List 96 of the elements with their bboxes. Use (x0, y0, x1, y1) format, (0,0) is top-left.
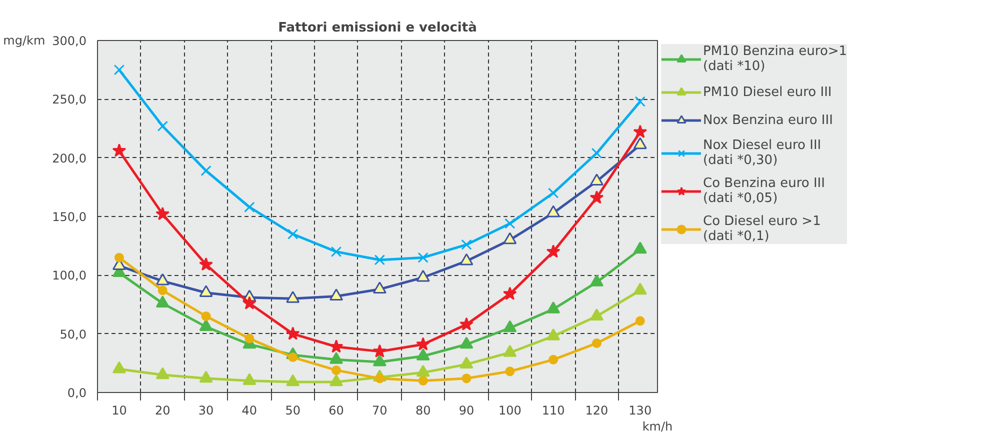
y-axis-title: mg/km (3, 34, 46, 48)
point (635, 316, 645, 326)
point (633, 282, 647, 295)
point (330, 352, 344, 364)
point (548, 188, 559, 198)
point (416, 364, 430, 377)
x-tick-label: 20 (154, 404, 170, 418)
legend-label: Nox Diesel euro III (dati *0,30) (703, 138, 822, 168)
point (156, 367, 170, 380)
point (242, 296, 256, 310)
x-tick-label: 10 (112, 404, 127, 418)
point (372, 282, 386, 294)
point (156, 206, 170, 220)
point (330, 288, 344, 300)
point (503, 320, 517, 332)
point (590, 190, 604, 204)
point (546, 205, 560, 218)
point (634, 96, 646, 107)
y-tick-label: 150,0 (52, 210, 87, 224)
point (286, 326, 300, 340)
x-tick-label: 110 (542, 404, 565, 418)
point (416, 337, 430, 350)
point (460, 253, 474, 266)
y-tick-label: 300,0 (52, 34, 87, 48)
x-tick-label: 130 (628, 404, 652, 418)
point (244, 202, 255, 212)
x-tick-label: 40 (242, 404, 258, 418)
x-tick-label: 120 (585, 404, 608, 418)
point (633, 242, 647, 254)
point (372, 344, 387, 358)
point (112, 144, 126, 157)
point (460, 356, 474, 369)
point (114, 64, 125, 76)
point (156, 273, 170, 286)
point (416, 348, 430, 360)
y-tick-label: 250,0 (52, 92, 87, 107)
point (332, 365, 342, 375)
point (288, 228, 298, 240)
x-tick-label: 50 (285, 404, 300, 418)
point (416, 270, 430, 282)
point (157, 120, 168, 132)
point (112, 361, 126, 374)
point (590, 274, 604, 286)
x-tick-label: 90 (458, 404, 474, 418)
y-tick-label: 0,0 (67, 386, 87, 400)
y-tick-label: 100,0 (52, 268, 87, 283)
point (590, 308, 604, 320)
point (591, 148, 602, 158)
point (592, 338, 602, 348)
point (460, 317, 474, 330)
point (374, 254, 386, 266)
point (156, 296, 170, 308)
point (502, 286, 517, 300)
point (633, 124, 648, 138)
point (503, 232, 517, 244)
point (330, 374, 344, 386)
point (200, 165, 212, 176)
point (546, 302, 560, 314)
chart-title: Fattori emissioni e velocità (278, 20, 477, 36)
point (546, 328, 560, 340)
x-axis-title: km/h (642, 420, 673, 434)
point (199, 319, 213, 332)
point (114, 252, 124, 262)
point (503, 344, 517, 357)
point (633, 137, 647, 150)
point (286, 290, 300, 303)
x-tick-label: 60 (328, 404, 344, 418)
point (590, 174, 604, 186)
point (418, 252, 428, 263)
point (329, 339, 344, 353)
point (548, 354, 558, 364)
point (199, 370, 213, 383)
point (330, 246, 342, 258)
legend-label: PM10 Diesel euro III (703, 84, 832, 100)
point (461, 239, 472, 250)
legend-label: PM10 Benzina euro>1 (dati *10) (703, 44, 848, 74)
legend-label: Co Diesel euro >1 (dati *0,1) (703, 214, 821, 244)
legend-label: Nox Benzina euro III (703, 112, 833, 128)
point (372, 354, 386, 366)
point (199, 285, 213, 297)
point (201, 311, 211, 321)
point (286, 374, 300, 386)
point (242, 373, 256, 385)
x-tick-label: 30 (198, 404, 214, 418)
point (244, 334, 254, 344)
legend-label: Co Benzina euro III (dati *0,05) (703, 176, 825, 206)
x-tick-label: 80 (415, 404, 431, 418)
x-tick-label: 70 (372, 404, 388, 418)
point (504, 218, 516, 229)
y-tick-label: 50,0 (60, 327, 86, 342)
x-tick-label: 100 (498, 404, 522, 418)
point (546, 244, 560, 258)
y-tick-label: 200,0 (52, 151, 87, 166)
point (460, 336, 474, 349)
point (158, 286, 168, 296)
point (199, 257, 213, 271)
